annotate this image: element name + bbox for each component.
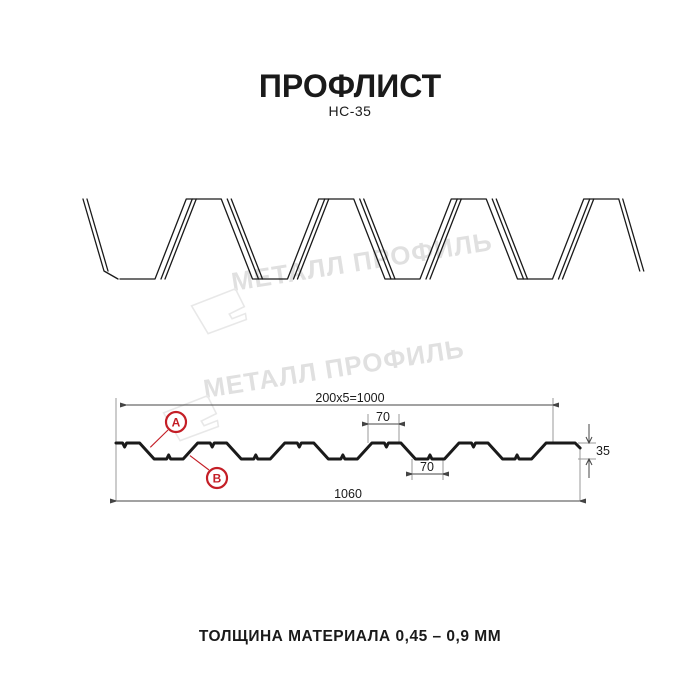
svg-text:B: B bbox=[213, 472, 222, 486]
svg-text:200x5=1000: 200x5=1000 bbox=[315, 391, 384, 405]
svg-text:A: A bbox=[172, 416, 181, 430]
svg-text:МЕТАЛЛ ПРОФИЛЬ: МЕТАЛЛ ПРОФИЛЬ bbox=[229, 226, 494, 297]
svg-text:70: 70 bbox=[376, 410, 390, 424]
svg-text:1060: 1060 bbox=[334, 487, 362, 501]
svg-text:70: 70 bbox=[420, 460, 434, 474]
svg-text:35: 35 bbox=[596, 444, 610, 458]
